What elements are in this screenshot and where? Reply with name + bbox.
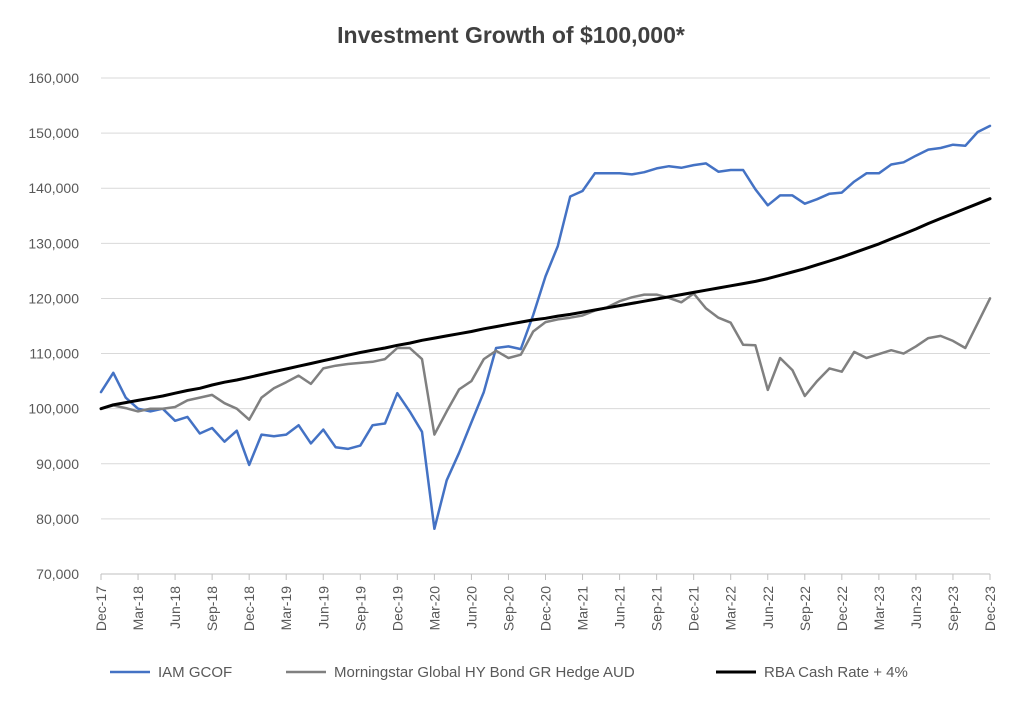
x-tick-label: Sep-23 (945, 586, 961, 631)
y-tick-label: 110,000 (29, 346, 79, 362)
x-tick-label: Mar-20 (426, 586, 442, 631)
x-tick-label: Mar-21 (575, 586, 591, 631)
series-line (99, 197, 992, 411)
y-tick-label: 140,000 (28, 180, 79, 196)
x-tick-label: Sep-18 (204, 586, 220, 631)
x-tick-label: Jun-23 (908, 586, 924, 629)
chart-title: Investment Growth of $100,000* (337, 22, 685, 48)
x-tick-label: Dec-17 (93, 586, 109, 631)
series-lines (99, 124, 992, 531)
x-tick-label: Dec-21 (686, 586, 702, 631)
x-tick-label: Jun-18 (167, 586, 183, 629)
axes: 70,000 80,000 90,000 100,000 110,000 120,000 1… (28, 70, 998, 631)
x-tick-label: Mar-23 (871, 586, 887, 631)
x-tick-label: Dec-20 (538, 586, 554, 631)
x-tick-label: Dec-18 (241, 586, 257, 631)
legend-label: IAM GCOF (158, 664, 232, 681)
x-tick-label: Mar-19 (278, 586, 294, 631)
x-tick-label: Sep-20 (500, 586, 516, 631)
y-tick-label: 120,000 (28, 290, 79, 306)
x-tick-label: Dec-22 (834, 586, 850, 631)
x-tick-label: Mar-22 (723, 586, 739, 631)
y-tick-label: 150,000 (28, 125, 79, 141)
x-tick-label: Jun-19 (315, 586, 331, 629)
legend-label: RBA Cash Rate + 4% (764, 664, 908, 681)
x-tick-label: Jun-20 (463, 586, 479, 629)
series-line (99, 292, 992, 436)
x-tick-label: Jun-21 (612, 586, 628, 629)
legend-label: Morningstar Global HY Bond GR Hedge AUD (334, 664, 635, 681)
x-tick-label: Dec-19 (389, 586, 405, 631)
x-tick-label: Sep-21 (649, 586, 665, 631)
legend: IAM GCOF Morningstar Global HY Bond GR He… (110, 664, 908, 681)
x-tick-label: Sep-19 (352, 586, 368, 631)
x-tick-label: Jun-22 (760, 586, 776, 629)
y-tick-label: 70,000 (36, 566, 79, 582)
y-tick-label: 130,000 (28, 235, 79, 251)
gridlines (101, 77, 990, 575)
y-tick-label: 90,000 (36, 456, 79, 472)
x-tick-label: Sep-22 (797, 586, 813, 631)
y-tick-label: 80,000 (36, 511, 79, 527)
y-tick-label: 100,000 (28, 401, 79, 417)
x-tick-label: Dec-23 (982, 586, 998, 631)
series-line (99, 124, 992, 531)
y-tick-label: 160,000 (28, 70, 79, 86)
x-tick-label: Mar-18 (130, 586, 146, 631)
